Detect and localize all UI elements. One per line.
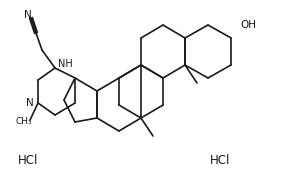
Text: N: N [24, 10, 32, 20]
Text: NH: NH [58, 59, 73, 69]
Text: HCl: HCl [18, 153, 39, 167]
Text: HCl: HCl [210, 153, 230, 167]
Text: N: N [26, 98, 34, 108]
Text: OH: OH [240, 20, 256, 30]
Text: CH₃: CH₃ [16, 118, 32, 127]
